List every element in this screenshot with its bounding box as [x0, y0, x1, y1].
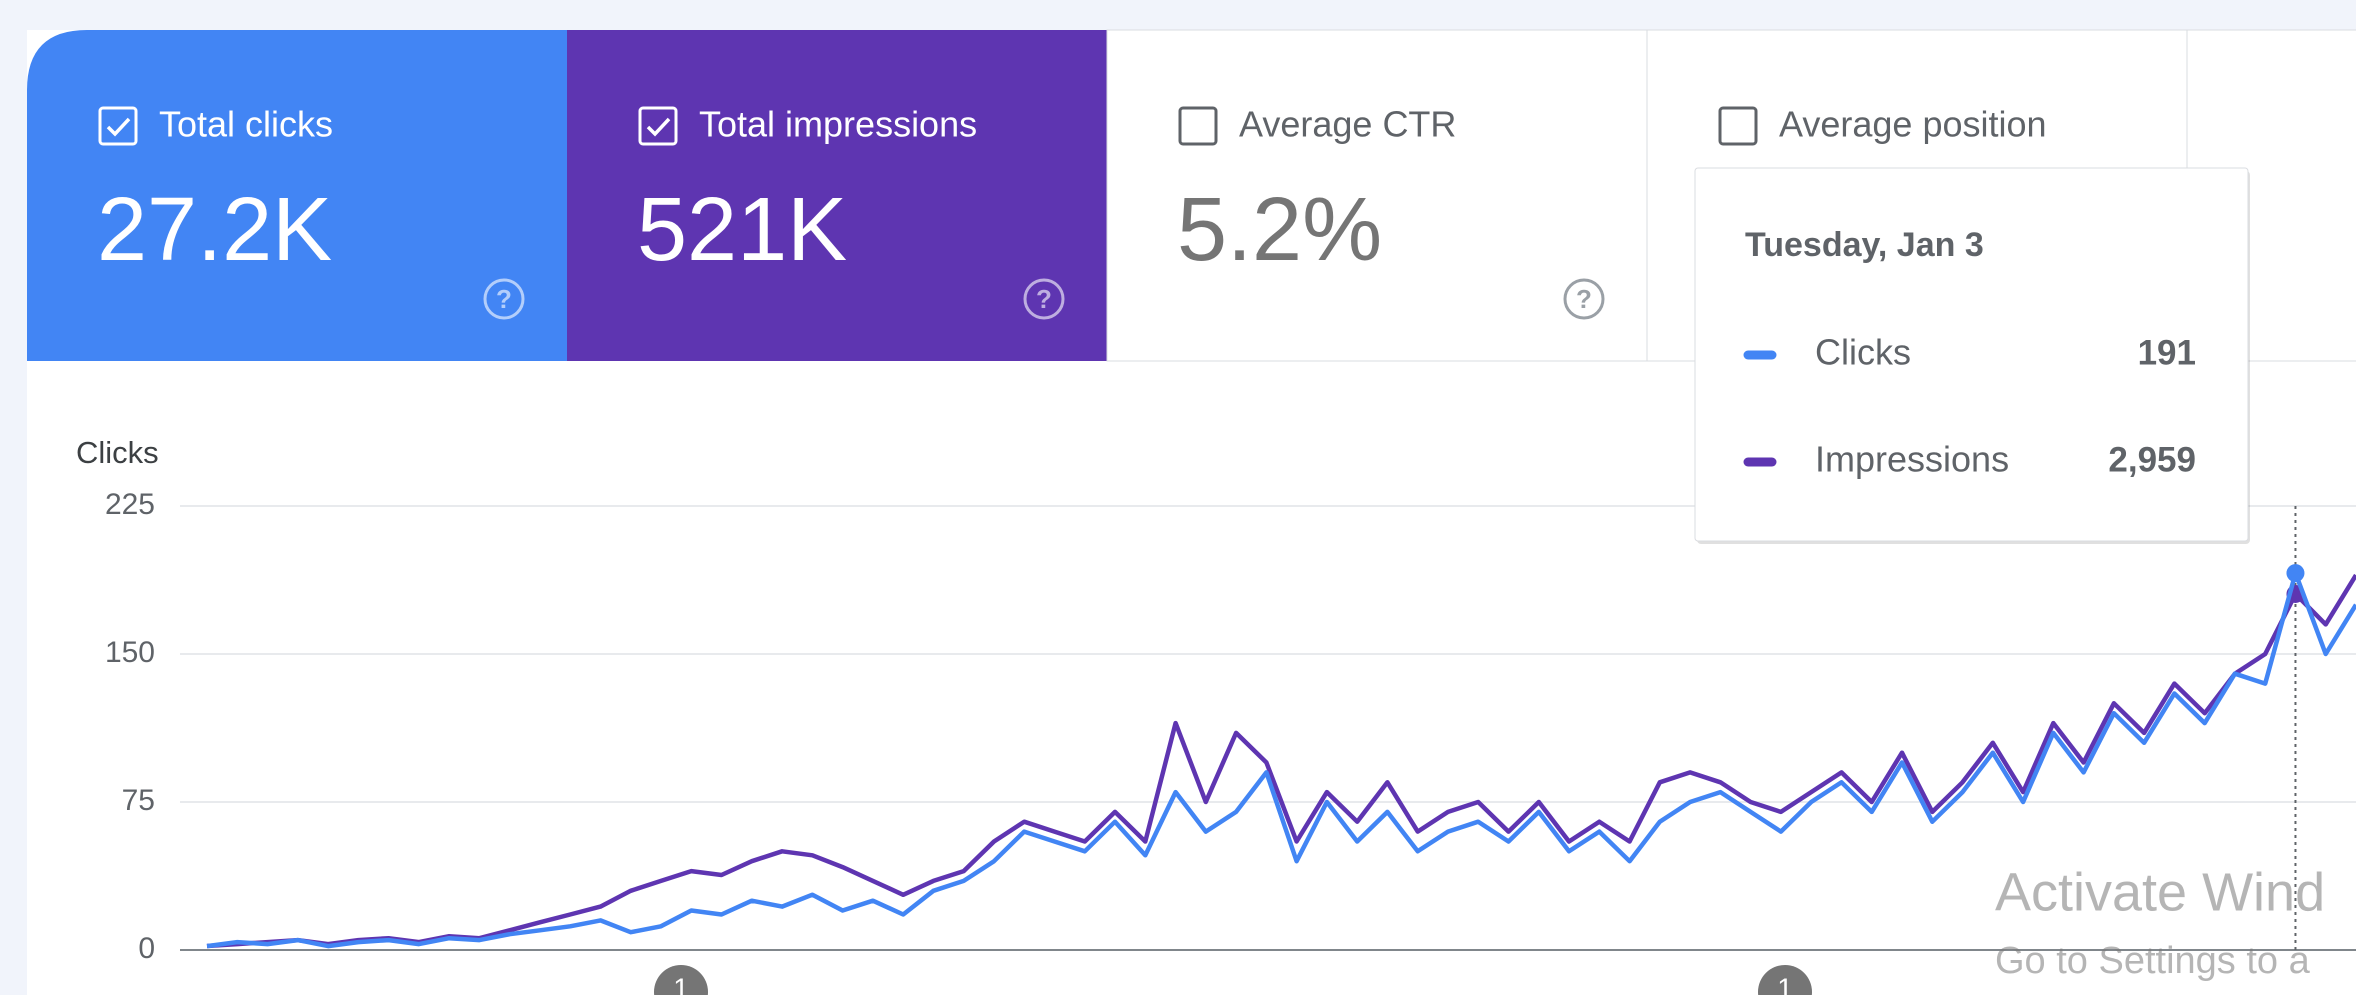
- series-line: [206, 573, 2356, 949]
- card[interactable]: [567, 30, 1107, 361]
- card[interactable]: [1106, 29, 1648, 362]
- tooltip-value: 191: [2138, 333, 2196, 372]
- tooltip: [1694, 167, 2249, 542]
- help-mark: ?: [1576, 284, 1592, 314]
- y-tick-label: 75: [122, 784, 155, 817]
- y-tick-label: 0: [138, 932, 155, 965]
- series-line: [206, 570, 2356, 949]
- tooltip-value: 2,959: [2108, 440, 2196, 479]
- help-mark: ?: [496, 284, 512, 314]
- card-value: 27.2K: [97, 180, 332, 280]
- checkmark: [646, 117, 671, 137]
- annotation-label: 1: [673, 972, 689, 995]
- card-label: Total impressions: [699, 104, 977, 145]
- watermark-subtitle: Go to Settings to a: [1995, 940, 2311, 982]
- help-icon[interactable]: [1563, 278, 1605, 320]
- card-value: 5.2%: [1177, 180, 1382, 280]
- y-axis-label: Clicks: [76, 435, 159, 470]
- watermark-title: Activate Wind: [1995, 862, 2325, 922]
- help-icon[interactable]: [1023, 278, 1065, 320]
- checkbox[interactable]: [98, 106, 138, 146]
- checkbox[interactable]: [1178, 106, 1218, 146]
- card-label: Average position: [1779, 104, 2047, 145]
- y-tick-label: 225: [105, 488, 155, 521]
- checkbox[interactable]: [1718, 106, 1758, 146]
- checkmark: [106, 117, 131, 137]
- card-label: Total clicks: [159, 104, 333, 145]
- annotation-marker[interactable]: [1758, 965, 1812, 995]
- tooltip-name: Clicks: [1815, 332, 1911, 373]
- card-value: 521K: [637, 180, 847, 280]
- tooltip-name: Impressions: [1815, 439, 2009, 480]
- card-label: Average CTR: [1239, 104, 1456, 145]
- help-icon[interactable]: [483, 278, 525, 320]
- annotation-label: 1: [1777, 972, 1793, 995]
- checkbox[interactable]: [638, 106, 678, 146]
- help-mark: ?: [1036, 284, 1052, 314]
- tooltip-date: Tuesday, Jan 3: [1745, 226, 1984, 264]
- annotation-marker[interactable]: [654, 965, 708, 995]
- hover-dot: [2286, 564, 2305, 583]
- y-tick-label: 150: [105, 636, 155, 669]
- card[interactable]: [27, 30, 567, 361]
